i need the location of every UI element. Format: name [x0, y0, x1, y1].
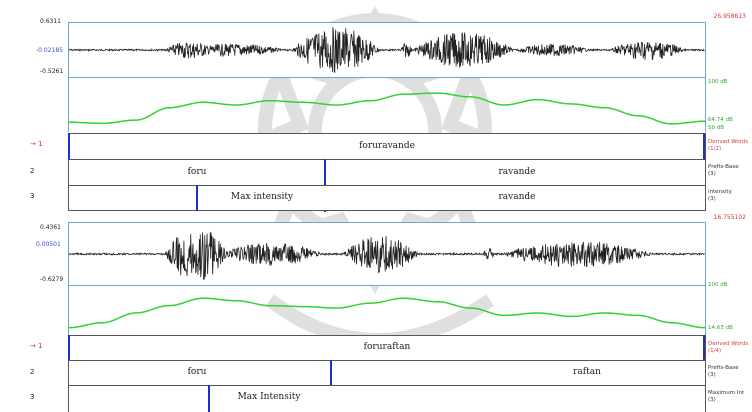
tier-3-interval-b[interactable]: ravande [498, 192, 536, 202]
tier-2[interactable]: foru ravande [68, 159, 706, 186]
waveform-view[interactable] [68, 222, 706, 286]
tier-1-number: → 1 [30, 342, 43, 350]
wave-cursor-value: -0.02185 [36, 47, 63, 54]
intensity-view[interactable] [68, 78, 706, 132]
tier-2-name: Prefix-Base (3) [708, 365, 739, 378]
sound-panel-1: 26.958613 0.6311 -0.02185 -0.5261 100 dB… [30, 13, 749, 212]
intensity-value-label: 64.74 dB [708, 117, 733, 123]
intensity-curve [69, 297, 705, 329]
tier-2-interval-b[interactable]: ravande [498, 167, 536, 177]
wave-min-value: -0.6279 [40, 276, 64, 283]
tier-3-boundary[interactable] [196, 185, 198, 211]
wave-cursor-value: 0.00501 [36, 241, 61, 248]
tier-3-boundary[interactable] [208, 385, 210, 412]
intensity-value-label: 14.63 dB [708, 325, 733, 331]
tier-3-number: 3 [30, 192, 35, 200]
tier-3-interval-a[interactable]: Max intensity [230, 192, 294, 202]
waveform-plot [68, 231, 705, 281]
intensity-top-label: 100 dB [708, 79, 728, 85]
tier-3-name: intensity (3) [708, 189, 732, 202]
tier-1[interactable]: foruravande [68, 133, 706, 160]
intensity-curve [69, 92, 705, 125]
waveform-view[interactable] [68, 22, 706, 78]
tier-3[interactable]: Max Intensity [68, 385, 706, 412]
intensity-top-label: 100 dB [708, 282, 728, 288]
tier-1[interactable]: foruraftan [68, 335, 706, 361]
tier-2-name: Prefix-Base (3) [708, 164, 739, 177]
tier-1-interval-text[interactable]: foruraftan [363, 342, 411, 352]
tier-3[interactable]: Max intensity ravande [68, 185, 706, 211]
tier-1-number: → 1 [30, 140, 43, 148]
wave-max-value: 0.4361 [40, 224, 61, 231]
tier-2-number: 2 [30, 368, 35, 376]
wave-max-value: 0.6311 [40, 18, 61, 25]
tier-1-boundary-right[interactable] [703, 335, 705, 361]
tier-2-interval-b[interactable]: raftan [573, 367, 601, 377]
intensity-bottom-label: 50 dB [708, 125, 725, 131]
tier-3-interval-a[interactable]: Max Intensity [237, 392, 301, 402]
tier-2[interactable]: foru raftan [68, 360, 706, 386]
wave-min-value: -0.5261 [40, 68, 64, 75]
tier-1-name: Derived Words (1/4) [708, 341, 749, 354]
tier-2-number: 2 [30, 167, 35, 175]
sound-panel-2: 16.755102 0.4361 0.00501 -0.6279 100 dB … [0, 214, 752, 412]
tier-1-name: Derived Words (1/2) [708, 139, 749, 152]
tier-1-boundary-right[interactable] [703, 133, 705, 160]
tier-3-name: Maximum Int (3) [708, 390, 745, 403]
tier-2-interval-a[interactable]: foru [187, 167, 207, 177]
intensity-view[interactable] [68, 286, 706, 335]
tier-1-boundary-left[interactable] [68, 335, 70, 361]
tier-1-interval-text[interactable]: foruravande [359, 141, 415, 151]
time-readout: 16.755102 [713, 214, 746, 221]
waveform-plot [68, 27, 705, 74]
tier-3-number: 3 [30, 393, 35, 401]
time-readout: 26.958613 [713, 13, 746, 20]
tier-2-interval-a[interactable]: foru [187, 367, 207, 377]
tier-1-boundary-left[interactable] [68, 133, 70, 160]
